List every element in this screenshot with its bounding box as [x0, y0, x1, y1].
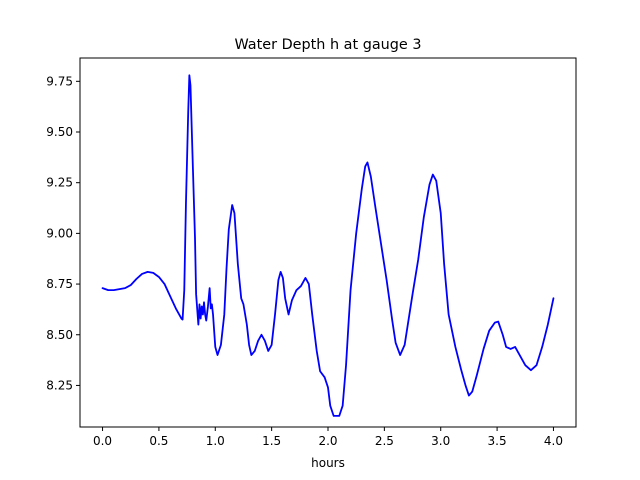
x-tick-label: 1.5	[262, 434, 281, 448]
y-tick-label: 8.25	[46, 378, 73, 392]
chart-title: Water Depth h at gauge 3	[234, 37, 421, 53]
x-axis-label: hours	[311, 456, 345, 470]
x-tick-label: 3.0	[431, 434, 450, 448]
x-tick-label: 2.0	[318, 434, 337, 448]
plot-area	[80, 58, 576, 427]
y-axis: 8.25 8.50 8.75 9.00 9.25 9.50 9.75	[46, 74, 80, 392]
y-tick-label: 9.25	[46, 176, 73, 190]
x-tick-label: 0.0	[93, 434, 112, 448]
y-tick-label: 9.75	[46, 74, 73, 88]
y-tick-label: 8.75	[46, 277, 73, 291]
plot-frame	[79, 57, 577, 428]
x-tick-label: 1.0	[206, 434, 225, 448]
x-tick-label: 2.5	[375, 434, 394, 448]
x-tick-label: 4.0	[544, 434, 563, 448]
y-tick-label: 9.00	[46, 226, 73, 240]
series-line	[101, 74, 555, 417]
x-axis: 0.0 0.5 1.0 1.5 2.0 2.5 3.0 3.5 4.0	[93, 427, 563, 448]
series-layer	[101, 74, 555, 417]
y-tick-label: 9.50	[46, 125, 73, 139]
x-tick-label: 3.5	[488, 434, 507, 448]
x-tick-label: 0.5	[149, 434, 168, 448]
y-tick-label: 8.50	[46, 328, 73, 342]
